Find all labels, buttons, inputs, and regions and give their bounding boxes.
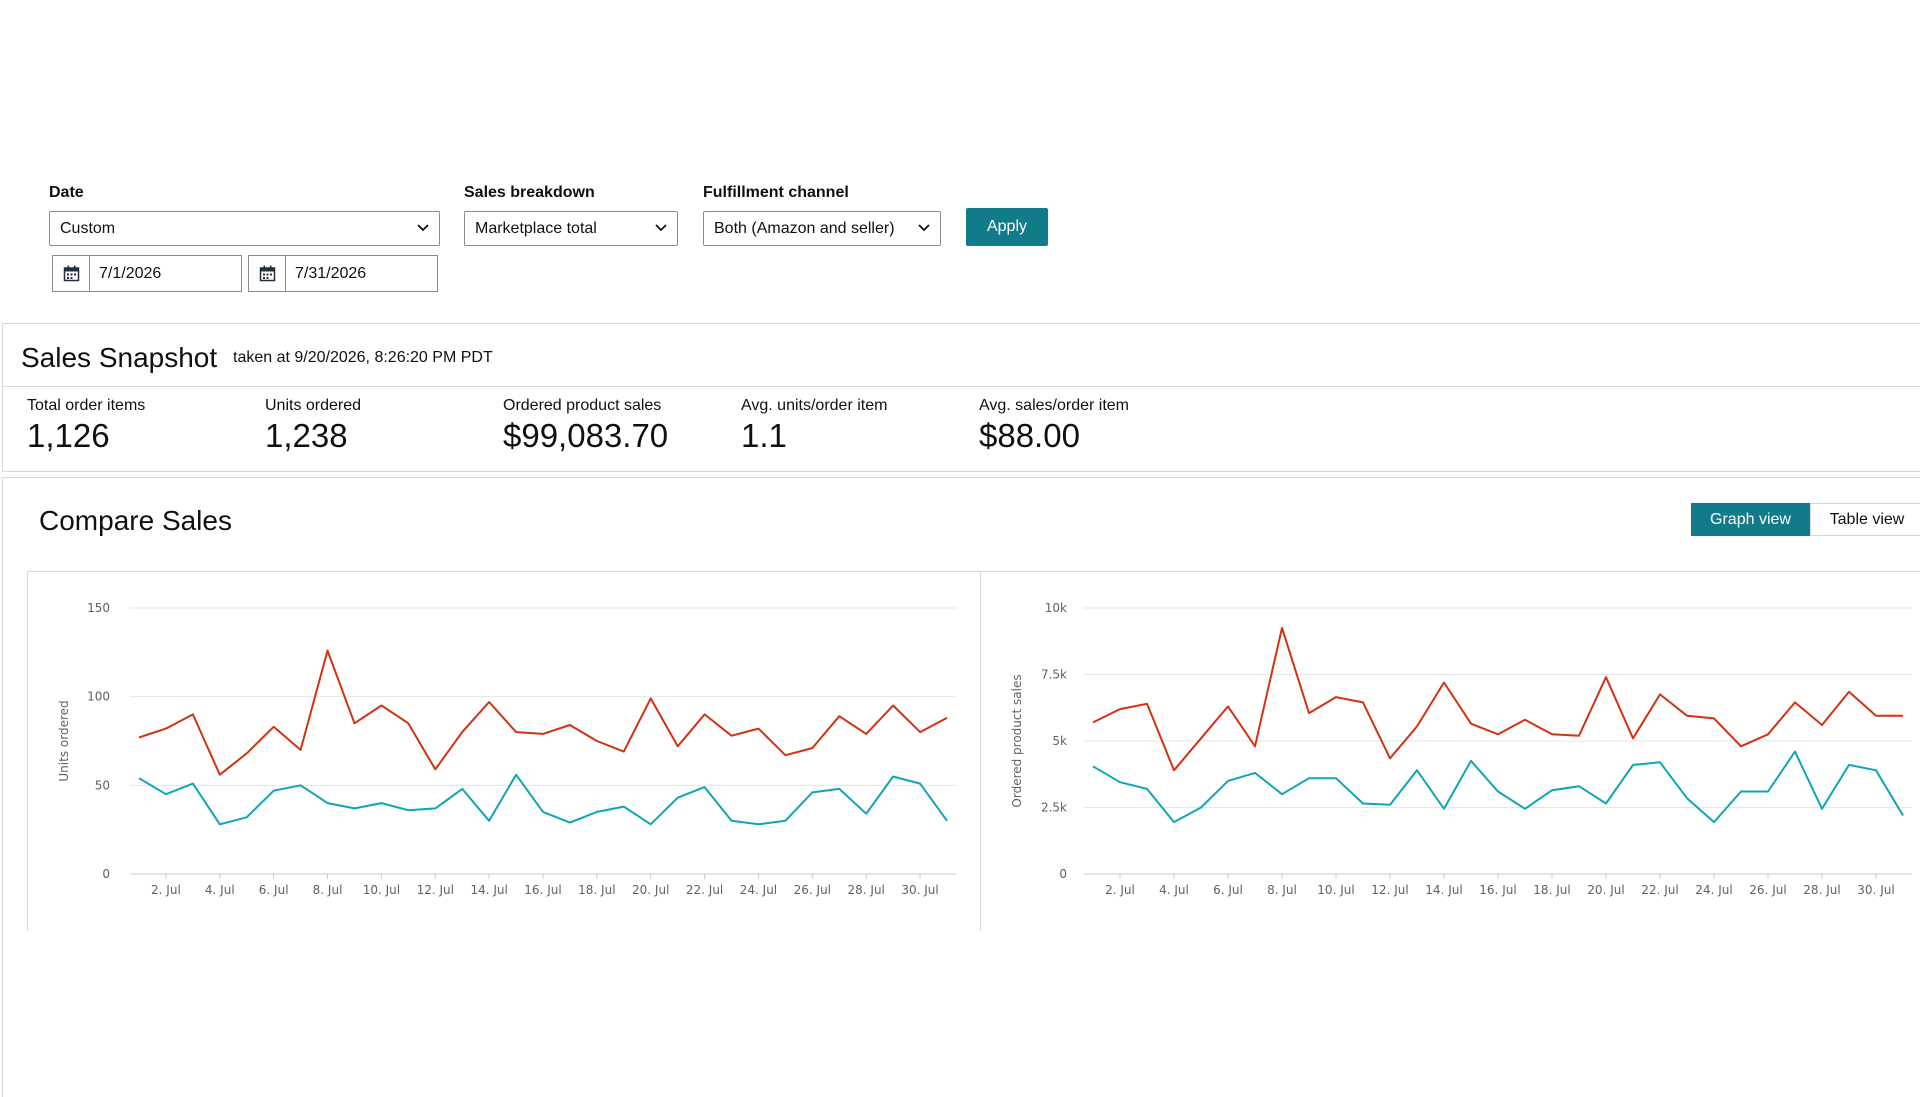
- series-line-teal: [1092, 750, 1904, 824]
- x-tick-label: 28. Jul: [1803, 883, 1840, 897]
- metric-value: $88.00: [979, 417, 1080, 454]
- sales-breakdown-select[interactable]: Marketplace total: [464, 211, 678, 246]
- table-view-button[interactable]: Table view: [1810, 503, 1920, 536]
- metric-value: 1.1: [741, 417, 787, 454]
- x-tick-label: 6. Jul: [1213, 883, 1243, 897]
- compare-sales-panel: Compare Sales Graph view Table view 0 50 1…: [2, 477, 1920, 1097]
- x-tick-label: 6. Jul: [259, 883, 289, 897]
- x-tick-label: 20. Jul: [632, 883, 669, 897]
- metric-value: 1,238: [265, 417, 348, 454]
- chevron-down-icon: [417, 224, 429, 232]
- x-tick-label: 22. Jul: [686, 883, 723, 897]
- series-line-red: [1092, 626, 1903, 772]
- y-axis-title: Ordered product sales: [1010, 674, 1024, 807]
- metric-label: Total order items: [27, 397, 146, 414]
- x-tick-label: 12. Jul: [417, 883, 454, 897]
- x-tick-label: 16. Jul: [1479, 883, 1516, 897]
- x-tick-label: 8. Jul: [1267, 883, 1297, 897]
- sales-breakdown-label: Sales breakdown: [464, 184, 595, 201]
- x-tick-label: 2. Jul: [1105, 883, 1135, 897]
- x-tick-label: 30. Jul: [901, 883, 938, 897]
- series-line-red: [138, 649, 948, 776]
- fulfillment-channel-select[interactable]: Both (Amazon and seller): [703, 211, 941, 246]
- y-tick-label: 5k: [1052, 734, 1067, 748]
- fulfillment-channel-label: Fulfillment channel: [703, 184, 849, 201]
- start-date-field[interactable]: 7/1/2026: [52, 255, 242, 292]
- x-tick-label: 26. Jul: [794, 883, 831, 897]
- x-tick-label: 18. Jul: [578, 883, 615, 897]
- x-tick-label: 24. Jul: [740, 883, 777, 897]
- x-tick-label: 20. Jul: [1587, 883, 1624, 897]
- sales-snapshot-title: Sales Snapshot: [21, 342, 218, 373]
- x-tick-label: 4. Jul: [1159, 883, 1189, 897]
- y-tick-label: 150: [87, 601, 110, 615]
- x-tick-label: 28. Jul: [848, 883, 885, 897]
- x-tick-label: 30. Jul: [1857, 883, 1894, 897]
- x-tick-label: 8. Jul: [313, 883, 343, 897]
- y-tick-label: 10k: [1045, 601, 1067, 615]
- y-tick-label: 0: [102, 867, 110, 881]
- metric-label: Avg. units/order item: [741, 397, 888, 414]
- date-range-value: Custom: [60, 220, 116, 237]
- y-tick-label: 2.5k: [1041, 801, 1067, 815]
- metric-label: Units ordered: [265, 397, 362, 414]
- graph-view-button[interactable]: Graph view: [1691, 503, 1810, 536]
- chevron-down-icon: [655, 224, 667, 232]
- calendar-icon[interactable]: [53, 256, 90, 291]
- x-tick-label: 18. Jul: [1533, 883, 1570, 897]
- apply-button[interactable]: Apply: [966, 208, 1048, 246]
- ordered-product-sales-chart: 0 2.5k 5k 7.5k 10k 2. Jul 4. Jul 6. Jul 8. Jul 10…: [980, 571, 1920, 931]
- x-tick-label: 14. Jul: [1425, 883, 1462, 897]
- series-line-teal: [138, 773, 948, 826]
- x-tick-label: 22. Jul: [1641, 883, 1678, 897]
- x-tick-label: 2. Jul: [151, 883, 181, 897]
- end-date-field[interactable]: 7/31/2026: [248, 255, 438, 292]
- divider: [3, 386, 1920, 387]
- snapshot-timestamp: taken at 9/20/2026, 8:26:20 PM PDT: [233, 349, 493, 366]
- end-date-value: 7/31/2026: [295, 265, 367, 282]
- start-date-value: 7/1/2026: [99, 265, 162, 282]
- chevron-down-icon: [918, 224, 930, 232]
- calendar-icon[interactable]: [249, 256, 286, 291]
- sales-snapshot-panel: Sales Snapshot taken at 9/20/2026, 8:26:…: [2, 323, 1920, 472]
- ordered-product-sales-chart-svg: 0 2.5k 5k 7.5k 10k 2. Jul 4. Jul 6. Jul 8. Jul 10…: [1010, 601, 1912, 897]
- fulfillment-channel-value: Both (Amazon and seller): [714, 220, 895, 237]
- x-tick-label: 10. Jul: [363, 883, 400, 897]
- compare-sales-title: Compare Sales: [39, 505, 232, 536]
- y-tick-label: 7.5k: [1041, 668, 1067, 682]
- y-tick-label: 0: [1059, 867, 1067, 881]
- metric-label: Ordered product sales: [503, 397, 662, 414]
- x-tick-label: 26. Jul: [1749, 883, 1786, 897]
- units-ordered-chart: 0 50 100 150 2. Jul 4. Jul 6. Jul 8. Jul 10. Jul…: [27, 571, 982, 931]
- x-tick-label: 4. Jul: [205, 883, 235, 897]
- y-tick-label: 100: [87, 690, 110, 704]
- y-tick-label: 50: [95, 778, 110, 792]
- x-tick-label: 24. Jul: [1695, 883, 1732, 897]
- metric-label: Avg. sales/order item: [979, 397, 1129, 414]
- metric-value: $99,083.70: [503, 417, 669, 454]
- metric-value: 1,126: [27, 417, 110, 454]
- date-range-select[interactable]: Custom: [49, 211, 440, 246]
- y-axis-title: Units ordered: [57, 700, 71, 781]
- units-ordered-chart-svg: 0 50 100 150 2. Jul 4. Jul 6. Jul 8. Jul 10. Jul…: [57, 601, 956, 897]
- sales-breakdown-value: Marketplace total: [475, 220, 597, 237]
- x-tick-label: 16. Jul: [524, 883, 561, 897]
- x-tick-label: 10. Jul: [1317, 883, 1354, 897]
- date-filter-label: Date: [49, 184, 84, 201]
- x-tick-label: 12. Jul: [1371, 883, 1408, 897]
- x-tick-label: 14. Jul: [470, 883, 507, 897]
